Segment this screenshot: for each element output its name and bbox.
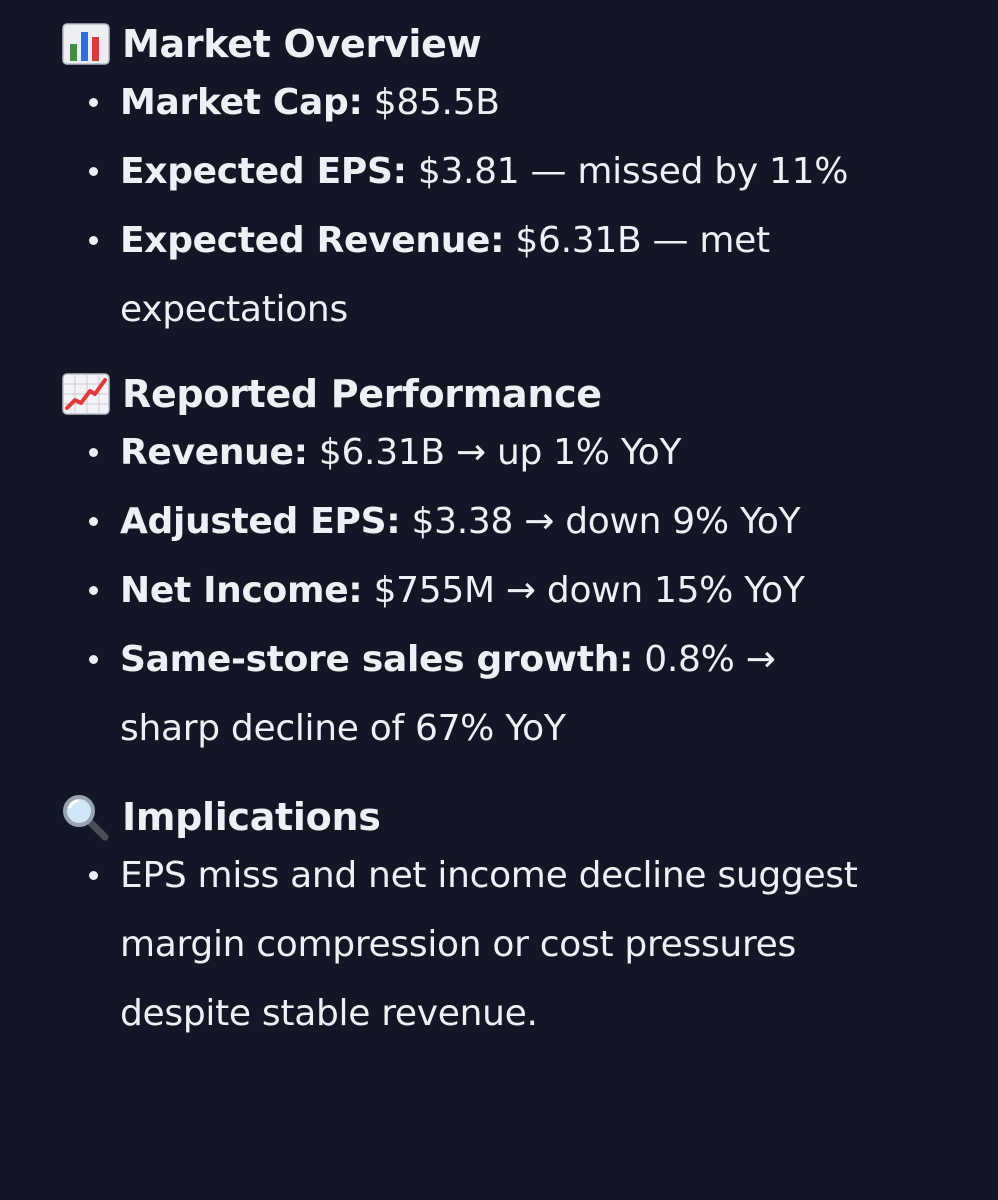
list-item: Net Income: $755M → down 15% YoY: [60, 556, 980, 625]
market-overview-list: Market Cap: $85.5B Expected EPS: $3.81 —…: [60, 68, 980, 344]
bullet-dot: [89, 655, 98, 664]
item-label: Revenue:: [120, 432, 308, 473]
trending-up-icon: [60, 370, 112, 418]
bullet-dot: [89, 236, 98, 245]
section-heading-implications: Implications: [60, 793, 980, 841]
item-text: $6.31B — met expectations: [120, 220, 770, 330]
item-text: $3.81 — missed by 11%: [406, 151, 849, 192]
bullet-dot: [89, 871, 98, 880]
bullet-dot: [89, 167, 98, 176]
item-text: $3.38 → down 9% YoY: [400, 501, 801, 542]
list-item: Same-store sales growth: 0.8% → sharp de…: [60, 625, 860, 763]
item-label: Expected EPS:: [120, 151, 407, 192]
item-text: 0.8% → sharp decline of 67% YoY: [120, 639, 776, 749]
implications-list: EPS miss and net income decline suggest …: [60, 841, 980, 1048]
item-label: Expected Revenue:: [120, 220, 505, 261]
list-item: Adjusted EPS: $3.38 → down 9% YoY: [60, 487, 980, 556]
reported-performance-list: Revenue: $6.31B → up 1% YoY Adjusted EPS…: [60, 418, 980, 763]
item-label: Same-store sales growth:: [120, 639, 634, 680]
item-label: Market Cap:: [120, 82, 363, 123]
list-item: Expected EPS: $3.81 — missed by 11%: [60, 137, 980, 206]
section-title: Market Overview: [122, 22, 482, 66]
magnifier-icon: [60, 793, 112, 841]
list-item: Market Cap: $85.5B: [60, 68, 980, 137]
bullet-dot: [89, 448, 98, 457]
item-text: EPS miss and net income decline suggest …: [120, 855, 858, 1034]
item-label: Net Income:: [120, 570, 363, 611]
bullet-dot: [89, 98, 98, 107]
item-label: Adjusted EPS:: [120, 501, 401, 542]
list-item: EPS miss and net income decline suggest …: [60, 841, 920, 1048]
bullet-dot: [89, 586, 98, 595]
item-text: $755M → down 15% YoY: [362, 570, 805, 611]
list-item: Revenue: $6.31B → up 1% YoY: [60, 418, 980, 487]
message-content: Market Overview Market Cap: $85.5B Expec…: [60, 0, 980, 1048]
item-text: $6.31B → up 1% YoY: [307, 432, 682, 473]
list-item: Expected Revenue: $6.31B — met expectati…: [60, 206, 840, 344]
section-heading-market-overview: Market Overview: [60, 20, 980, 68]
bar-chart-icon: [60, 20, 112, 68]
section-title: Reported Performance: [122, 372, 602, 416]
bullet-dot: [89, 517, 98, 526]
section-heading-reported-performance: Reported Performance: [60, 370, 980, 418]
item-text: $85.5B: [362, 82, 500, 123]
section-title: Implications: [122, 795, 381, 839]
